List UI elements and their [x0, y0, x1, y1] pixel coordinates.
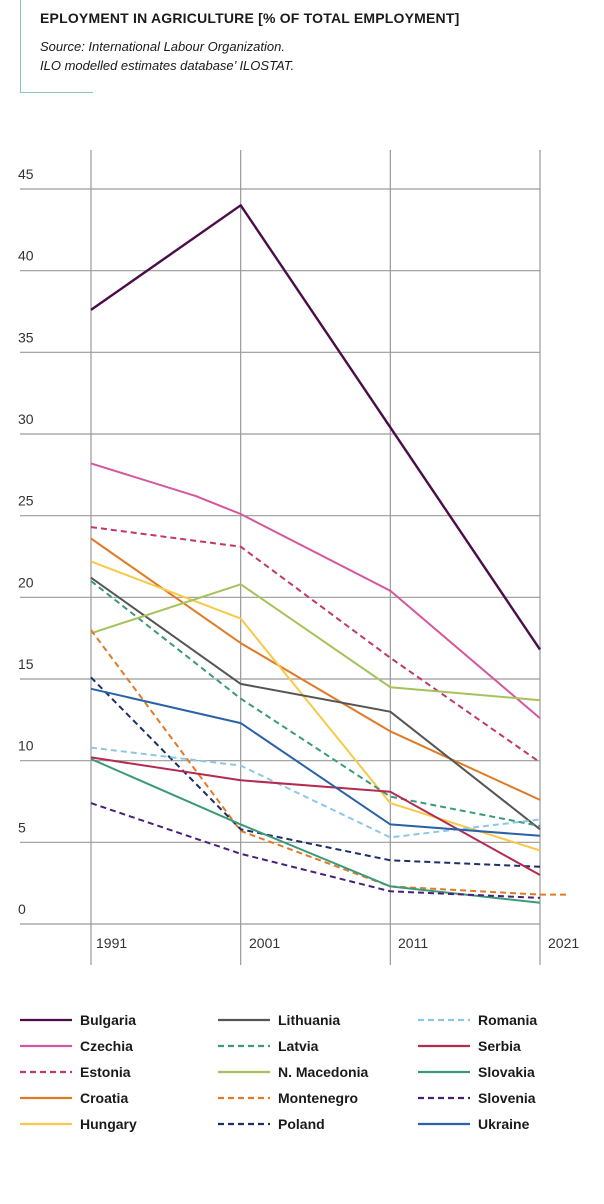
legend-swatch-poland	[218, 1122, 270, 1126]
legend-item-lithuania: Lithuania	[218, 1008, 340, 1032]
legend-label-poland: Poland	[278, 1116, 325, 1132]
legend-label-lithuania: Lithuania	[278, 1012, 341, 1028]
legend-label-estonia: Estonia	[80, 1064, 131, 1080]
y-tick-label-0: 0	[18, 901, 26, 917]
series-line-slovakia	[90, 758, 541, 904]
legend-label-hungary: Hungary	[80, 1116, 137, 1132]
legend-item-estonia: Estonia	[20, 1060, 131, 1084]
legend-swatch-slovenia	[418, 1096, 470, 1100]
y-tick-label-5: 5	[18, 819, 26, 835]
series-line-latvia	[90, 580, 541, 827]
legend-swatch-slovakia	[418, 1070, 470, 1074]
legend-label-latvia: Latvia	[278, 1038, 319, 1054]
y-tick-label-15: 15	[18, 656, 34, 672]
series-line-n-macedonia	[90, 583, 541, 702]
y-axis-tick-labels: 0 5 10 15 20 25 30 35 40 45	[18, 166, 34, 917]
series-line-estonia	[90, 526, 541, 764]
series-line-montenegro	[90, 629, 570, 896]
x-tick-label-2021: 2021	[548, 935, 579, 951]
legend-swatch-montenegro	[218, 1096, 270, 1100]
y-tick-label-40: 40	[18, 248, 34, 264]
legend-item-latvia: Latvia	[218, 1034, 318, 1058]
x-tick-label-2011: 2011	[398, 935, 428, 951]
legend-label-ukraine: Ukraine	[478, 1116, 530, 1132]
source-line-1: Source: International Labour Organizatio…	[40, 39, 285, 54]
series-line-hungary	[90, 560, 541, 852]
legend-label-slovenia: Slovenia	[478, 1090, 536, 1106]
legend-label-bulgaria: Bulgaria	[80, 1012, 137, 1028]
series-line-romania	[90, 746, 541, 839]
legend-label-montenegro: Montenegro	[278, 1090, 359, 1106]
legend-label-slovakia: Slovakia	[478, 1064, 535, 1080]
legend-swatch-estonia	[20, 1070, 72, 1074]
y-tick-label-35: 35	[18, 329, 34, 345]
series-lines	[90, 204, 570, 904]
y-tick-label-10: 10	[18, 738, 34, 754]
legend-label-romania: Romania	[478, 1012, 538, 1028]
legend-item-n-macedonia: N. Macedonia	[218, 1060, 368, 1084]
legend-item-czechia: Czechia	[20, 1034, 133, 1058]
legend-label-croatia: Croatia	[80, 1090, 129, 1106]
legend-item-slovenia: Slovenia	[418, 1086, 536, 1110]
line-chart: 0 5 10 15 20 25 30 35 40 45 1991 2001 2011 2021	[18, 150, 579, 965]
legend-item-hungary: Hungary	[20, 1112, 137, 1136]
x-axis-tick-labels: 1991 2001 2011 2021	[96, 935, 579, 951]
legend-swatch-lithuania	[218, 1018, 270, 1022]
legend-label-czechia: Czechia	[80, 1038, 133, 1054]
legend-item-montenegro: Montenegro	[218, 1086, 358, 1110]
y-tick-label-20: 20	[18, 574, 34, 590]
series-line-serbia	[90, 756, 541, 876]
series-line-bulgaria	[90, 204, 541, 651]
series-line-lithuania	[90, 576, 541, 831]
legend-swatch-romania	[418, 1018, 470, 1022]
header-accent-frame	[20, 0, 93, 93]
legend-swatch-croatia	[20, 1096, 72, 1100]
series-line-poland	[90, 676, 541, 868]
y-tick-label-25: 25	[18, 493, 34, 509]
series-line-czechia	[90, 462, 541, 719]
legend-swatch-n-macedonia	[218, 1070, 270, 1074]
x-tick-label-2001: 2001	[249, 935, 280, 951]
legend-label-serbia: Serbia	[478, 1038, 521, 1054]
series-line-slovenia	[90, 802, 541, 899]
y-tick-label-45: 45	[18, 166, 34, 182]
series-line-ukraine	[90, 687, 541, 837]
legend-item-bulgaria: Bulgaria	[20, 1008, 136, 1032]
chart-grid	[20, 150, 541, 965]
legend-swatch-hungary	[20, 1122, 72, 1126]
chart-title: EPLOYMENT IN AGRICULTURE [% OF TOTAL EMP…	[40, 10, 460, 26]
legend-swatch-czechia	[20, 1044, 72, 1048]
legend-item-ukraine: Ukraine	[418, 1112, 529, 1136]
y-tick-label-30: 30	[18, 411, 34, 427]
legend-item-slovakia: Slovakia	[418, 1060, 535, 1084]
legend-item-romania: Romania	[418, 1008, 537, 1032]
legend-item-croatia: Croatia	[20, 1086, 128, 1110]
legend-item-serbia: Serbia	[418, 1034, 521, 1058]
legend-swatch-serbia	[418, 1044, 470, 1048]
source-line-2: ILO modelled estimates database’ ILOSTAT…	[40, 58, 295, 73]
x-tick-label-1991: 1991	[96, 935, 127, 951]
legend-swatch-bulgaria	[20, 1018, 72, 1022]
legend-swatch-ukraine	[418, 1122, 470, 1126]
legend-label-n-macedonia: N. Macedonia	[278, 1064, 369, 1080]
legend-item-poland: Poland	[218, 1112, 325, 1136]
legend-swatch-latvia	[218, 1044, 270, 1048]
chart-legend: Bulgaria Czechia Estonia Croatia Hungary Lith…	[20, 1008, 600, 1148]
chart-source: Source: International Labour Organizatio…	[40, 37, 294, 75]
